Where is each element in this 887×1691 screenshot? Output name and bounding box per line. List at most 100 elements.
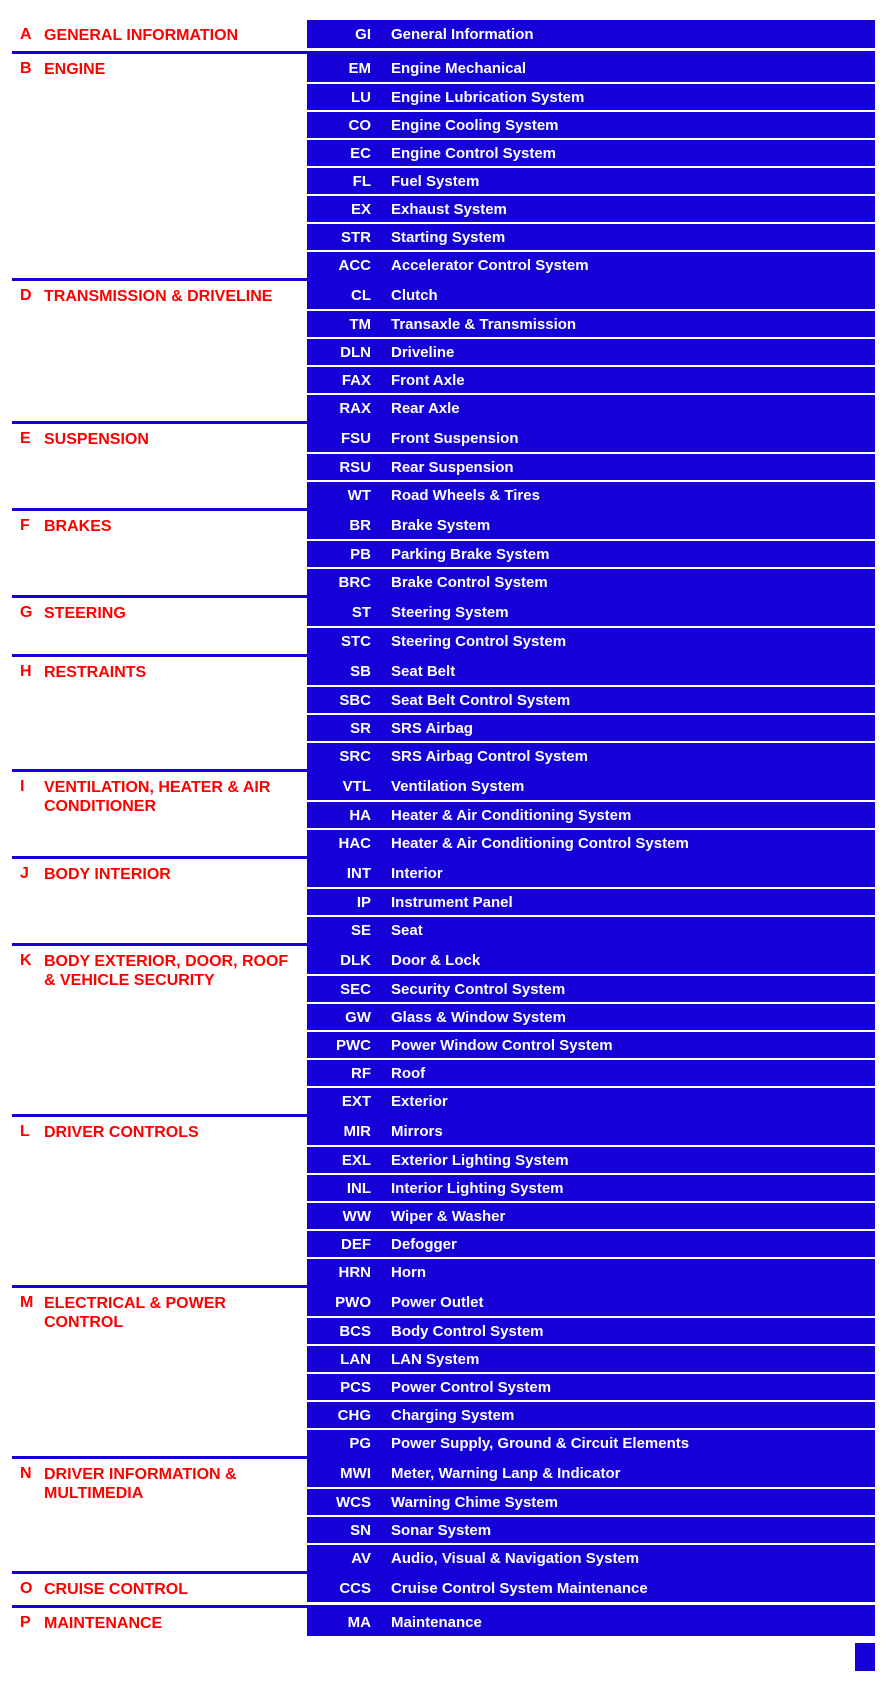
sub-row[interactable]: EXExhaust System (307, 194, 875, 222)
sub-row[interactable]: GWGlass & Window System (307, 1002, 875, 1030)
section-subs: STSteering SystemSTCSteering Control Sys… (307, 598, 875, 654)
sub-code: INT (307, 861, 379, 886)
section-header: ESUSPENSION (12, 424, 307, 508)
sub-row[interactable]: STSteering System (307, 598, 875, 626)
sub-row[interactable]: RAXRear Axle (307, 393, 875, 421)
section-subs: MIRMirrorsEXLExterior Lighting SystemINL… (307, 1117, 875, 1285)
sub-code: EM (307, 56, 379, 81)
section-title: ELECTRICAL & POWER CONTROL (44, 1294, 303, 1332)
sub-row[interactable]: SESeat (307, 915, 875, 943)
sub-label: Engine Lubrication System (379, 85, 588, 110)
sub-code: AV (307, 1546, 379, 1571)
sub-row[interactable]: PCSPower Control System (307, 1372, 875, 1400)
sub-row[interactable]: SBCSeat Belt Control System (307, 685, 875, 713)
sub-label: Seat Belt (379, 659, 459, 684)
sub-row[interactable]: CLClutch (307, 281, 875, 309)
section-header: BENGINE (12, 54, 307, 278)
section-row: MELECTRICAL & POWER CONTROLPWOPower Outl… (12, 1285, 875, 1456)
sub-row[interactable]: BCSBody Control System (307, 1316, 875, 1344)
sub-label: Rear Axle (379, 396, 464, 421)
sub-label: Brake System (379, 513, 494, 538)
sub-row[interactable]: WTRoad Wheels & Tires (307, 480, 875, 508)
sub-row[interactable]: GIGeneral Information (307, 20, 875, 48)
sub-row[interactable]: VTLVentilation System (307, 772, 875, 800)
sub-row[interactable]: PBParking Brake System (307, 539, 875, 567)
sub-label: Wiper & Washer (379, 1204, 509, 1229)
sub-row[interactable]: ECEngine Control System (307, 138, 875, 166)
sub-row[interactable]: WCSWarning Chime System (307, 1487, 875, 1515)
sub-row[interactable]: PWOPower Outlet (307, 1288, 875, 1316)
sub-row[interactable]: FSUFront Suspension (307, 424, 875, 452)
sub-row[interactable]: ACCAccelerator Control System (307, 250, 875, 278)
sub-row[interactable]: DLNDriveline (307, 337, 875, 365)
sub-row[interactable]: BRBrake System (307, 511, 875, 539)
sub-row[interactable]: FLFuel System (307, 166, 875, 194)
sub-code: VTL (307, 774, 379, 799)
sub-row[interactable]: INTInterior (307, 859, 875, 887)
section-header: PMAINTENANCE (12, 1608, 307, 1639)
sub-row[interactable]: IPInstrument Panel (307, 887, 875, 915)
sub-row[interactable]: DLKDoor & Lock (307, 946, 875, 974)
sub-row[interactable]: CHGCharging System (307, 1400, 875, 1428)
sub-row[interactable]: DEFDefogger (307, 1229, 875, 1257)
sub-code: EX (307, 197, 379, 222)
sub-row[interactable]: EXTExterior (307, 1086, 875, 1114)
sub-row[interactable]: LANLAN System (307, 1344, 875, 1372)
sub-label: Exhaust System (379, 197, 511, 222)
sub-row[interactable]: SECSecurity Control System (307, 974, 875, 1002)
sub-row[interactable]: HRNHorn (307, 1257, 875, 1285)
sub-code: SN (307, 1518, 379, 1543)
sub-label: SRS Airbag Control System (379, 744, 592, 769)
sub-row[interactable]: EMEngine Mechanical (307, 54, 875, 82)
sub-code: LAN (307, 1347, 379, 1372)
sub-label: Road Wheels & Tires (379, 483, 544, 508)
sub-label: Power Control System (379, 1375, 555, 1400)
sub-code: SRC (307, 744, 379, 769)
sub-code: EXL (307, 1148, 379, 1173)
sub-label: Security Control System (379, 977, 569, 1002)
sub-row[interactable]: RSURear Suspension (307, 452, 875, 480)
sub-code: TM (307, 312, 379, 337)
sub-code: WT (307, 483, 379, 508)
sub-row[interactable]: RFRoof (307, 1058, 875, 1086)
sub-row[interactable]: SRSRS Airbag (307, 713, 875, 741)
sub-row[interactable]: MWIMeter, Warning Lanp & Indicator (307, 1459, 875, 1487)
sub-row[interactable]: WWWiper & Washer (307, 1201, 875, 1229)
sub-row[interactable]: COEngine Cooling System (307, 110, 875, 138)
sub-row[interactable]: INLInterior Lighting System (307, 1173, 875, 1201)
sub-row[interactable]: LUEngine Lubrication System (307, 82, 875, 110)
sub-label: Seat (379, 918, 427, 943)
section-subs: BRBrake SystemPBParking Brake SystemBRCB… (307, 511, 875, 595)
sub-code: MWI (307, 1461, 379, 1486)
sub-row[interactable]: PWCPower Window Control System (307, 1030, 875, 1058)
section-header: GSTEERING (12, 598, 307, 654)
sub-row[interactable]: HACHeater & Air Conditioning Control Sys… (307, 828, 875, 856)
sub-label: Interior (379, 861, 447, 886)
sub-row[interactable]: PGPower Supply, Ground & Circuit Element… (307, 1428, 875, 1456)
sub-row[interactable]: SRCSRS Airbag Control System (307, 741, 875, 769)
sub-row[interactable]: MIRMirrors (307, 1117, 875, 1145)
section-row: AGENERAL INFORMATIONGIGeneral Informatio… (12, 20, 875, 51)
section-row: KBODY EXTERIOR, DOOR, ROOF & VEHICLE SEC… (12, 943, 875, 1114)
sub-code: DEF (307, 1232, 379, 1257)
sub-row[interactable]: STRStarting System (307, 222, 875, 250)
sub-row[interactable]: MAMaintenance (307, 1608, 875, 1636)
sub-row[interactable]: AVAudio, Visual & Navigation System (307, 1543, 875, 1571)
sub-row[interactable]: TMTransaxle & Transmission (307, 309, 875, 337)
sub-row[interactable]: STCSteering Control System (307, 626, 875, 654)
sub-row[interactable]: SNSonar System (307, 1515, 875, 1543)
sub-code: CO (307, 113, 379, 138)
sub-code: EC (307, 141, 379, 166)
sub-label: Fuel System (379, 169, 483, 194)
sub-row[interactable]: CCSCruise Control System Maintenance (307, 1574, 875, 1602)
sub-row[interactable]: HAHeater & Air Conditioning System (307, 800, 875, 828)
sub-row[interactable]: SBSeat Belt (307, 657, 875, 685)
section-title: GENERAL INFORMATION (44, 26, 238, 45)
sub-row[interactable]: BRCBrake Control System (307, 567, 875, 595)
sub-row[interactable]: EXLExterior Lighting System (307, 1145, 875, 1173)
sub-label: Meter, Warning Lanp & Indicator (379, 1461, 624, 1486)
sub-label: Accelerator Control System (379, 253, 593, 278)
sub-row[interactable]: FAXFront Axle (307, 365, 875, 393)
sub-code: MA (307, 1610, 379, 1635)
sub-label: Heater & Air Conditioning System (379, 803, 635, 828)
